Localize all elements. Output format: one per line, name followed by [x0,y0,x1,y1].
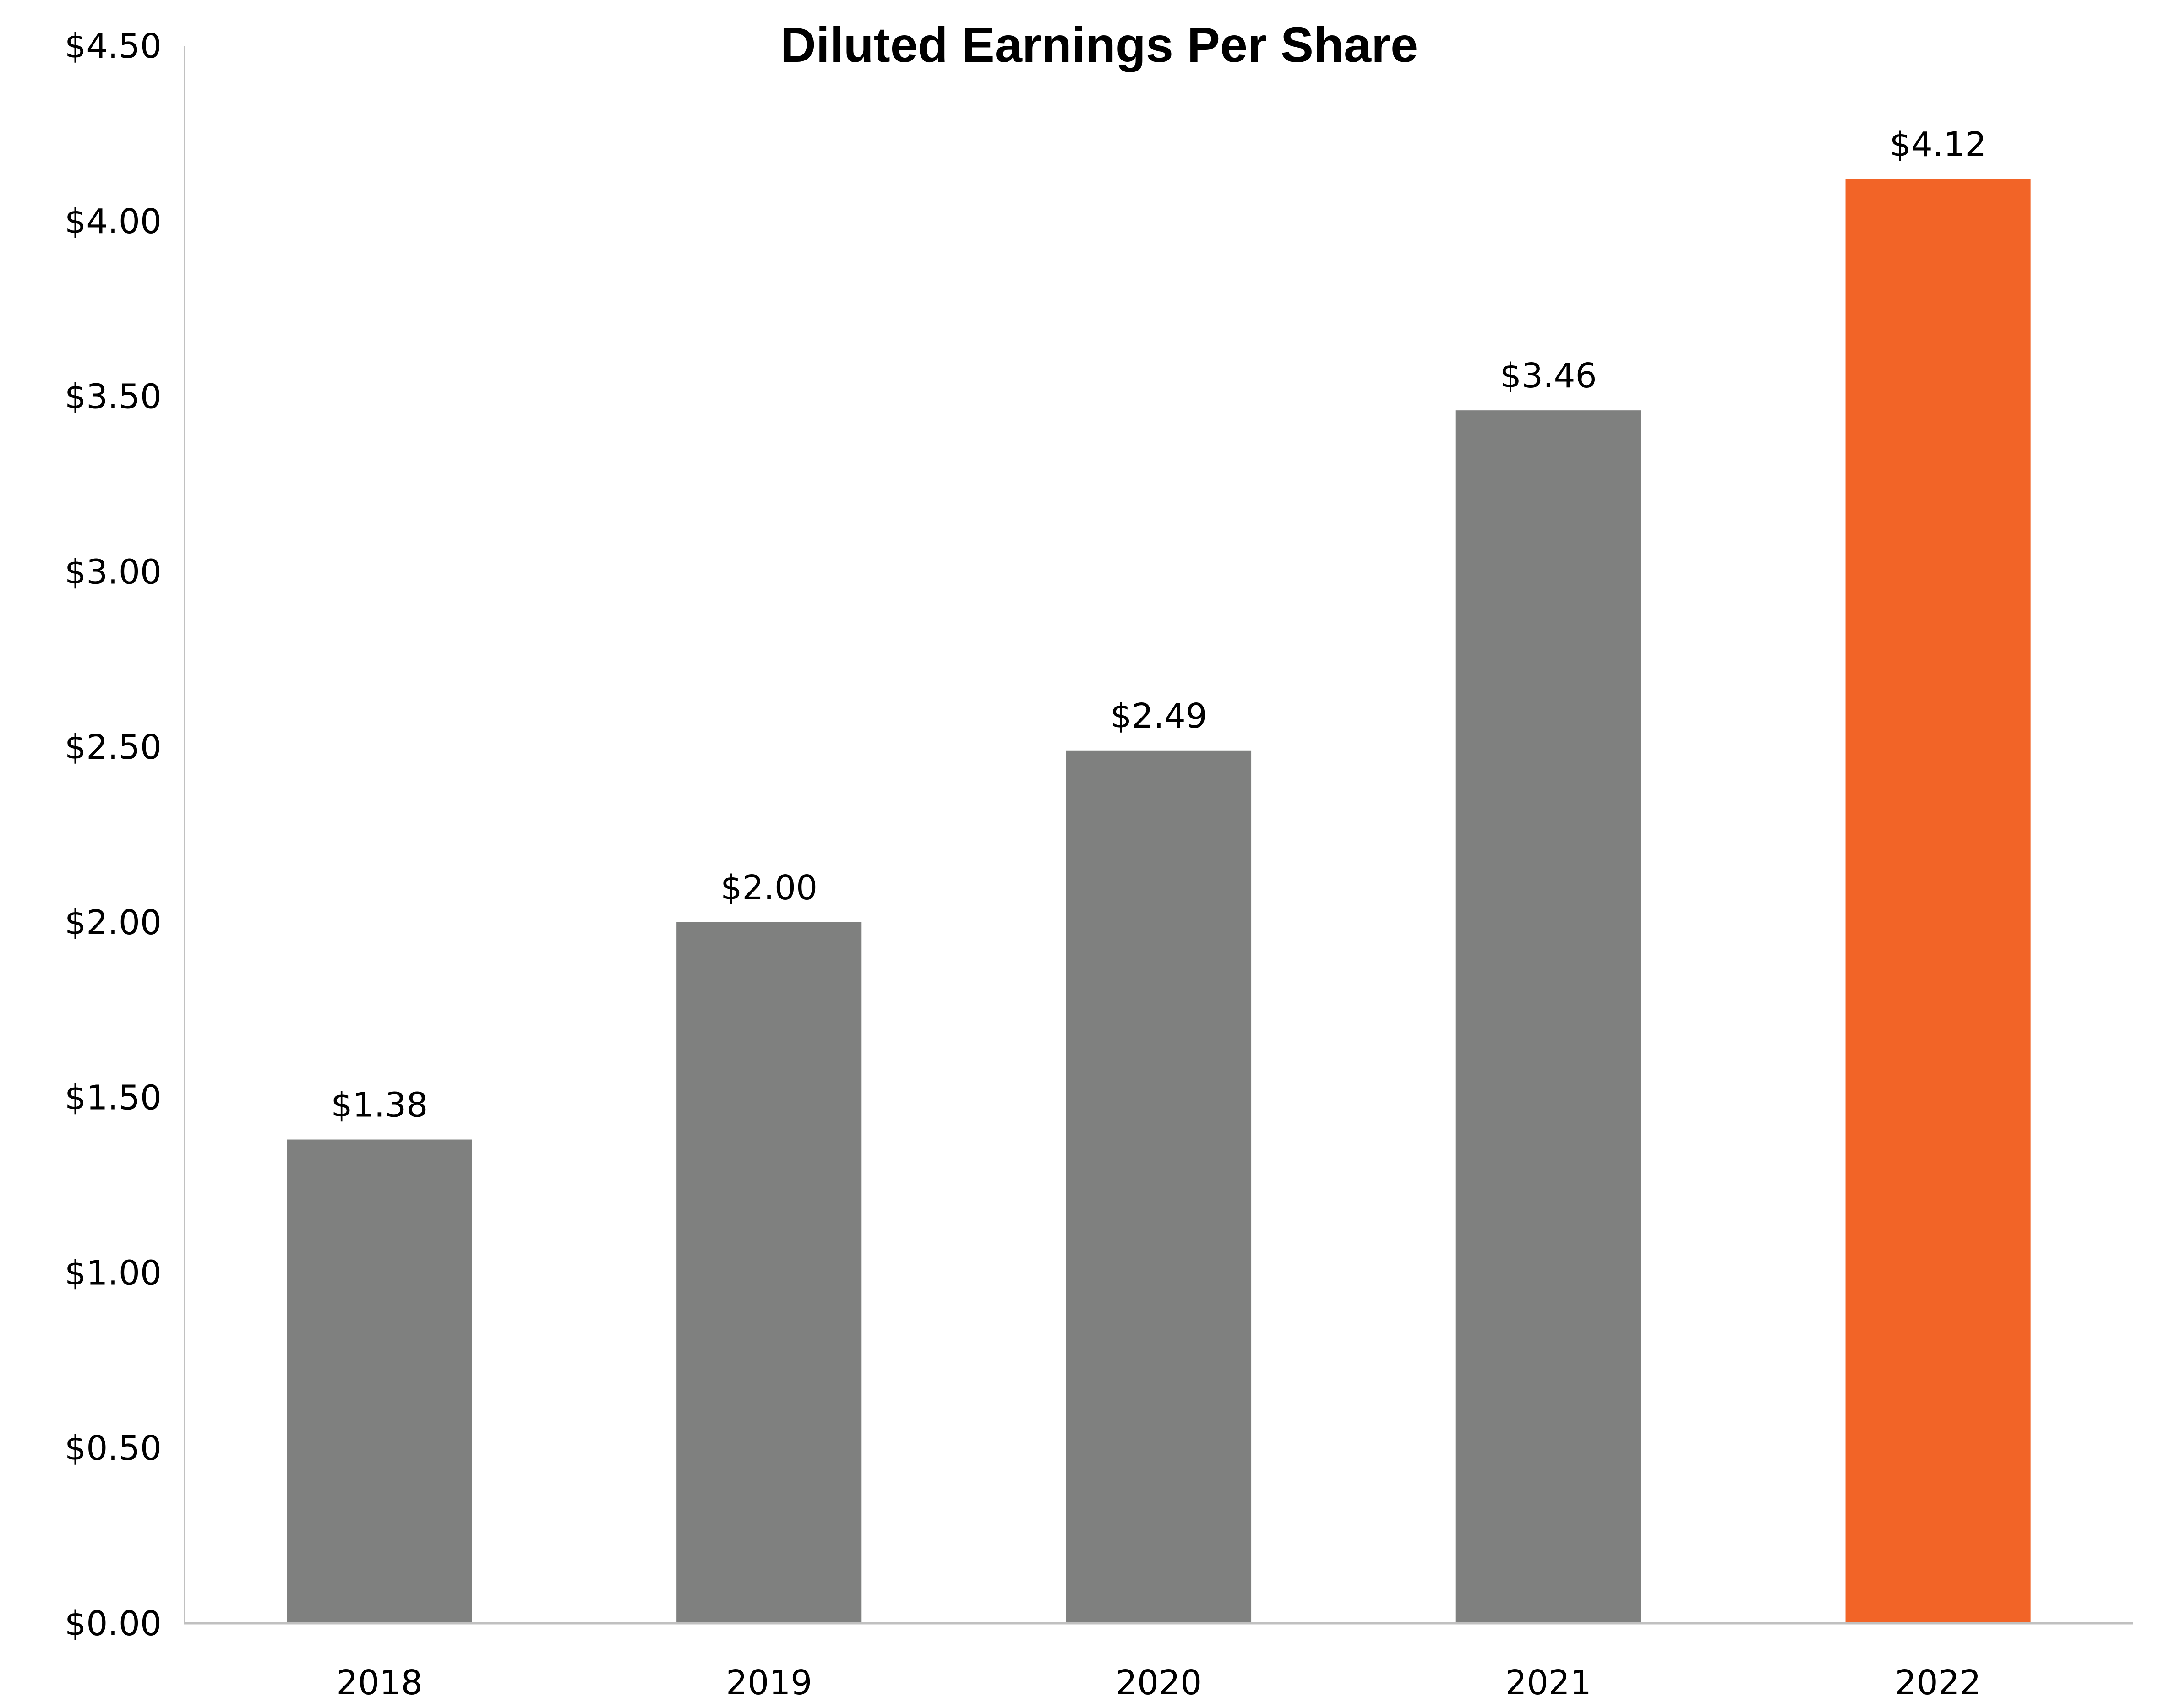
data-label: $3.46 [1500,356,1597,396]
x-axis: 2018 2019 2020 2021 2022 [184,1622,2133,1703]
data-label: $2.49 [1110,696,1207,736]
y-tick-label: $3.00 [65,552,162,592]
y-tick-label: $1.50 [65,1078,162,1118]
y-axis: $0.00 $0.50 $1.00 $1.50 $2.00 $2.50 $3.00 $3.50… [65,27,185,1643]
x-tick-label: 2020 [1116,1663,1202,1703]
x-tick-label: 2019 [726,1663,812,1703]
chart-title: Diluted Earnings Per Share [780,17,1418,72]
y-tick-label: $4.00 [65,202,162,241]
x-tick-label: 2021 [1505,1663,1592,1703]
bar-2022 [1845,179,2031,1623]
y-tick-label: $1.00 [65,1253,162,1293]
y-tick-label: $4.50 [65,27,162,66]
data-label: $2.00 [720,868,818,908]
y-tick-label: $2.50 [65,728,162,767]
data-label: $1.38 [331,1086,428,1125]
x-tick-label: 2022 [1895,1663,1981,1703]
x-tick-label: 2018 [336,1663,422,1703]
bar-2020 [1066,750,1252,1623]
bars: $1.38 $2.00 $2.49 $3.46 $4.12 [287,125,2031,1624]
data-label: $4.12 [1890,125,1987,164]
y-tick-label: $0.50 [65,1429,162,1468]
y-tick-label: $2.00 [65,903,162,942]
bar-2018 [287,1139,472,1623]
bar-2021 [1455,410,1641,1624]
bar-2019 [676,922,862,1623]
y-tick-label: $3.50 [65,377,162,417]
y-tick-label: $0.00 [65,1604,162,1643]
